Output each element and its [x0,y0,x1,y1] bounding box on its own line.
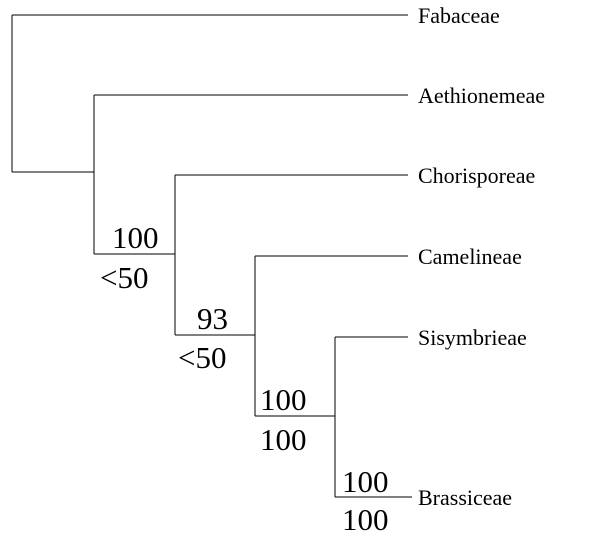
taxon-label-aethionemeae: Aethionemeae [418,83,545,108]
support-lower-node1: <50 [100,260,148,295]
support-upper-node3: 100 [260,382,307,417]
taxon-label-fabaceae: Fabaceae [418,3,500,28]
taxon-label-brassiceae: Brassiceae [418,485,512,510]
support-upper-node4: 100 [342,464,389,499]
support-lower-node2: <50 [178,340,226,375]
taxon-label-sisymbrieae: Sisymbrieae [418,325,527,350]
support-upper-node2: 93 [197,301,228,336]
support-upper-node1: 100 [112,220,159,255]
taxon-label-chorisporeae: Chorisporeae [418,163,535,188]
support-lower-node3: 100 [260,422,307,457]
support-lower-node4: 100 [342,502,389,537]
taxon-label-camelineae: Camelineae [418,244,522,269]
